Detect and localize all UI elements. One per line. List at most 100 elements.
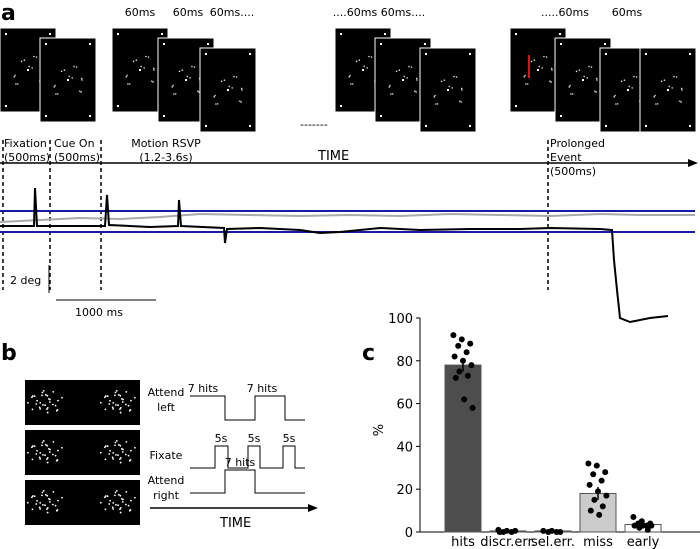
dot [39,401,42,404]
dot [586,77,588,79]
fixation-dot [515,105,517,107]
fixation-dot [49,33,51,35]
dot [214,94,216,97]
dot [550,81,552,83]
dot [132,60,135,63]
phase-label: (500ms) [550,165,596,178]
dot [44,404,46,407]
dot [44,454,46,457]
dot [680,101,682,103]
dot [115,503,117,506]
dot [111,456,114,459]
dot [231,87,233,89]
phase-label: (500ms) [4,151,50,164]
data-point [591,496,598,503]
dot [42,503,44,506]
data-point [545,529,552,535]
fixation-dot [227,89,229,91]
dot [30,446,33,449]
data-point [602,469,609,476]
dot [108,403,111,405]
dot [127,83,129,85]
dot [240,87,243,90]
stimulus-image [25,380,140,425]
data-point [540,527,547,534]
dot [124,403,127,406]
fixation-dot [362,69,364,71]
dot [52,440,55,443]
dot [41,394,43,397]
dot [117,493,120,496]
dot [127,404,130,407]
dot [140,65,143,68]
dot [673,75,675,78]
fixation-dot [45,115,47,117]
annotation: 7 hits [225,456,256,469]
fixation-dot [207,43,209,45]
dot [103,396,106,399]
dot [220,80,223,83]
dot [235,76,238,78]
dot [54,84,56,87]
dot [38,456,41,459]
dot [48,451,51,453]
data-point [452,374,459,381]
dot [103,446,106,449]
arrow-head [308,504,318,512]
row-label: left [157,401,176,414]
dot [54,454,57,457]
dot [145,55,147,58]
dot [679,100,681,102]
dot [26,501,29,504]
data-point [593,462,600,469]
dot [440,80,443,83]
dot [525,83,527,85]
dot [75,66,78,68]
data-point [599,503,606,510]
dot [63,69,66,72]
dot [26,451,29,454]
dot [460,101,462,103]
fixation-dot [582,79,584,81]
dot [46,511,49,514]
dot [38,406,41,409]
dot [109,499,111,502]
row-label: Attend [148,386,185,399]
fixation-dot [537,69,539,71]
fixation-dot [340,33,342,35]
dot [595,91,597,93]
dot [46,406,49,409]
dot [51,403,54,406]
dot [46,394,49,397]
dot [121,501,124,503]
dot [153,69,155,71]
data-point [508,529,515,535]
fixation-dot [402,79,404,81]
dot [119,444,122,447]
dot [171,86,174,88]
dot [56,409,59,411]
dot [653,96,656,98]
dot [20,60,23,63]
dot [551,69,553,71]
dot [118,408,121,410]
data-point [455,342,462,349]
dot [14,74,16,77]
dot [633,75,635,78]
frame-label: 60ms [125,6,156,19]
data-point [451,353,458,360]
dot [213,96,216,98]
dot [538,65,541,68]
dot [53,86,56,88]
dot [590,66,593,68]
dot [117,454,119,457]
fixation-dot [380,115,382,117]
dot [391,93,394,95]
frame-label: 60ms [173,6,204,19]
panel-label: c [362,341,375,366]
dot [663,79,666,82]
dot [45,508,48,510]
fixation-dot [5,33,7,35]
dot [193,66,196,68]
data-point [461,396,468,403]
